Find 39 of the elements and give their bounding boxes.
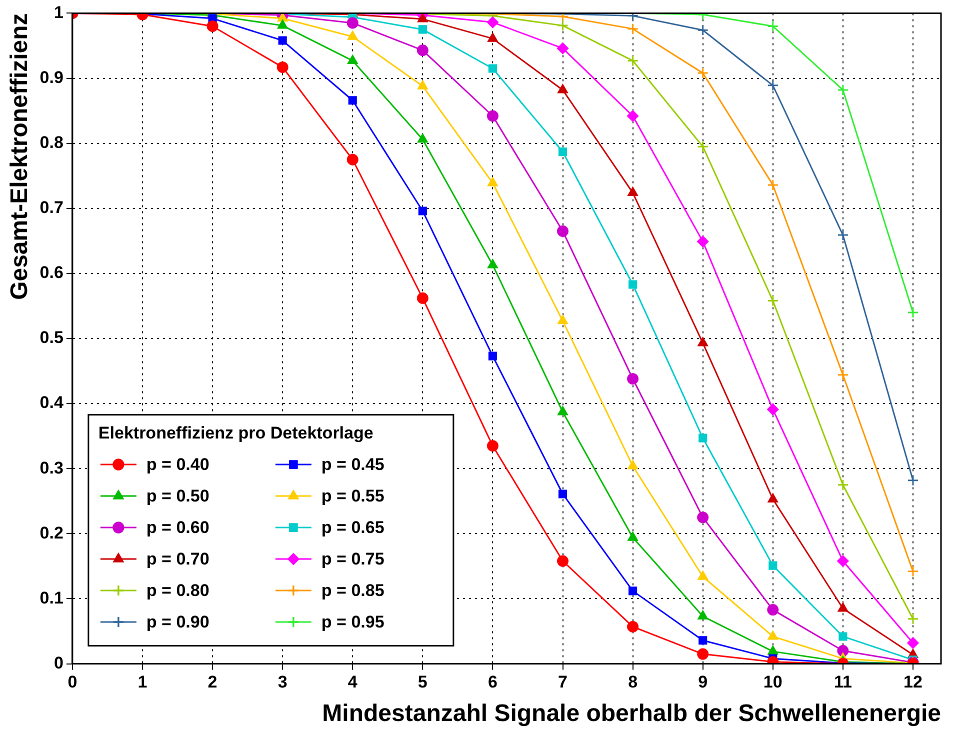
- x-tick-label: 8: [628, 672, 638, 692]
- legend-label: p = 0.65: [321, 518, 384, 538]
- legend-label: p = 0.50: [146, 486, 210, 506]
- legend-label: p = 0.80: [146, 581, 210, 600]
- x-tick-label: 1: [138, 672, 148, 692]
- y-tick-label: 0.1: [40, 588, 64, 608]
- y-tick-label: 0.9: [40, 68, 64, 87]
- y-tick-label: 0.5: [40, 328, 64, 348]
- y-tick-label: 0.4: [40, 393, 64, 412]
- legend-label: p = 0.85: [321, 581, 384, 600]
- y-tick-label: 0.3: [40, 458, 64, 478]
- x-tick-label: 11: [834, 672, 852, 692]
- x-tick-label: 4: [348, 672, 358, 692]
- legend-label: p = 0.70: [146, 550, 210, 569]
- x-tick-label: 12: [904, 672, 922, 692]
- x-tick-label: 5: [418, 672, 428, 692]
- y-tick-label: 0: [54, 653, 64, 672]
- x-tick-label: 6: [488, 672, 498, 692]
- x-tick-label: 7: [558, 672, 568, 692]
- legend-label: p = 0.90: [146, 612, 210, 632]
- y-axis-title: Gesamt-Elektroneffizienz: [6, 13, 34, 300]
- x-tick-label: 9: [698, 672, 708, 692]
- x-axis-title: Mindestanzahl Signale oberhalb der Schwellenenergie: [322, 700, 941, 728]
- y-tick-label: 0.2: [40, 523, 64, 542]
- legend-label: p = 0.55: [321, 486, 384, 506]
- legend-label: p = 0.95: [321, 612, 384, 632]
- x-tick-label: 10: [763, 672, 782, 692]
- y-tick-label: 1: [54, 2, 64, 22]
- legend-label: p = 0.60: [146, 518, 210, 538]
- y-tick-label: 0.6: [40, 263, 64, 282]
- legend-label: p = 0.40: [146, 455, 210, 474]
- y-tick-label: 0.7: [40, 198, 64, 218]
- x-tick-label: 3: [278, 672, 288, 692]
- x-tick-label: 2: [208, 672, 218, 692]
- legend-label: p = 0.75: [321, 550, 384, 569]
- legend-title: Elektroneffizienz pro Detektorlage: [98, 423, 374, 442]
- x-tick-label: 0: [68, 672, 78, 692]
- y-tick-label: 0.8: [40, 133, 64, 152]
- legend-label: p = 0.45: [321, 455, 384, 474]
